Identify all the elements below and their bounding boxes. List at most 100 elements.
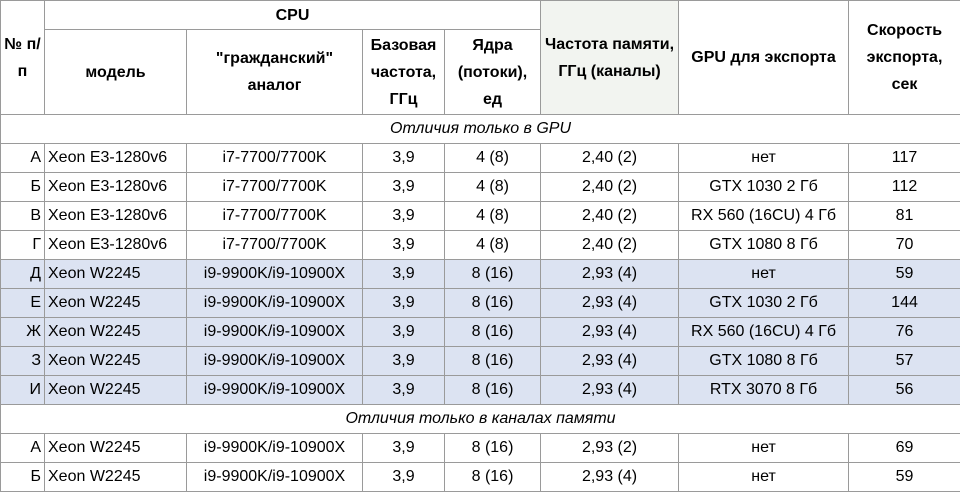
cell: 8 (16) xyxy=(445,260,541,289)
cell: 3,9 xyxy=(363,434,445,463)
cell: Xeon W2245 xyxy=(45,463,187,492)
cell: i9-9900K/i9-10900X xyxy=(187,376,363,405)
cell: 3,9 xyxy=(363,289,445,318)
cell: 8 (16) xyxy=(445,347,541,376)
cell: 2,93 (4) xyxy=(541,289,679,318)
cell: 4 (8) xyxy=(445,202,541,231)
cell: 70 xyxy=(849,231,960,260)
cell: 2,93 (2) xyxy=(541,434,679,463)
section-row: Отличия только в GPU xyxy=(1,115,960,144)
cell: 3,9 xyxy=(363,318,445,347)
cell: Xeon E3-1280v6 xyxy=(45,144,187,173)
cell: GTX 1080 8 Гб xyxy=(679,347,849,376)
cell: RTX 3070 8 Гб xyxy=(679,376,849,405)
cell: i7-7700/7700K xyxy=(187,144,363,173)
header-cell: CPU xyxy=(45,1,541,30)
header-cell: Ядра (потоки), ед xyxy=(445,30,541,115)
cell: i7-7700/7700K xyxy=(187,231,363,260)
cell: Xeon E3-1280v6 xyxy=(45,173,187,202)
cell: 112 xyxy=(849,173,960,202)
cell: 69 xyxy=(849,434,960,463)
header-cell: Скорость экспорта, сек xyxy=(849,1,960,115)
cell: Xeon W2245 xyxy=(45,289,187,318)
cell: 2,93 (4) xyxy=(541,260,679,289)
cell: 8 (16) xyxy=(445,318,541,347)
cell: нет xyxy=(679,434,849,463)
cell: Б xyxy=(1,173,45,202)
cell: i9-9900K/i9-10900X xyxy=(187,289,363,318)
cell: i9-9900K/i9-10900X xyxy=(187,347,363,376)
cell: GTX 1030 2 Гб xyxy=(679,173,849,202)
cell: Г xyxy=(1,231,45,260)
cell: 2,93 (4) xyxy=(541,347,679,376)
section-row: Отличия только в каналах памяти xyxy=(1,405,960,434)
cell: 3,9 xyxy=(363,144,445,173)
cell: RX 560 (16CU) 4 Гб xyxy=(679,318,849,347)
cell: i9-9900K/i9-10900X xyxy=(187,260,363,289)
cell: 4 (8) xyxy=(445,231,541,260)
cell: 76 xyxy=(849,318,960,347)
cell: i9-9900K/i9-10900X xyxy=(187,318,363,347)
cell: 2,40 (2) xyxy=(541,144,679,173)
cell: i9-9900K/i9-10900X xyxy=(187,434,363,463)
section-title: Отличия только в GPU xyxy=(1,115,960,144)
cell: i7-7700/7700K xyxy=(187,202,363,231)
cell: Xeon W2245 xyxy=(45,434,187,463)
cell: Д xyxy=(1,260,45,289)
cell: 2,93 (4) xyxy=(541,463,679,492)
cell: 2,40 (2) xyxy=(541,202,679,231)
cell: 8 (16) xyxy=(445,289,541,318)
cell: 8 (16) xyxy=(445,463,541,492)
cell: З xyxy=(1,347,45,376)
cell: i9-9900K/i9-10900X xyxy=(187,463,363,492)
cell: 59 xyxy=(849,260,960,289)
cell: Xeon W2245 xyxy=(45,318,187,347)
cell: нет xyxy=(679,260,849,289)
cell: И xyxy=(1,376,45,405)
cell: i7-7700/7700K xyxy=(187,173,363,202)
cell: 3,9 xyxy=(363,231,445,260)
cell: 3,9 xyxy=(363,173,445,202)
cell: Е xyxy=(1,289,45,318)
cell: Xeon W2245 xyxy=(45,260,187,289)
cell: 2,40 (2) xyxy=(541,173,679,202)
cell: В xyxy=(1,202,45,231)
header-row: № п/п CPU Частота памяти, ГГц (каналы) G… xyxy=(1,1,960,30)
header-cell: модель xyxy=(45,30,187,115)
cell: 117 xyxy=(849,144,960,173)
cell: GTX 1030 2 Гб xyxy=(679,289,849,318)
header-cell: Частота памяти, ГГц (каналы) xyxy=(541,1,679,115)
cell: 3,9 xyxy=(363,260,445,289)
cell: 4 (8) xyxy=(445,144,541,173)
cell: Xeon W2245 xyxy=(45,376,187,405)
cell: 81 xyxy=(849,202,960,231)
cell: 8 (16) xyxy=(445,434,541,463)
cell: GTX 1080 8 Гб xyxy=(679,231,849,260)
section-title: Отличия только в каналах памяти xyxy=(1,405,960,434)
cell: 2,40 (2) xyxy=(541,231,679,260)
cell: 57 xyxy=(849,347,960,376)
cell: нет xyxy=(679,463,849,492)
cell: 144 xyxy=(849,289,960,318)
cell: Ж xyxy=(1,318,45,347)
cell: 3,9 xyxy=(363,202,445,231)
cell: 59 xyxy=(849,463,960,492)
cell: 2,93 (4) xyxy=(541,376,679,405)
cell: 2,93 (4) xyxy=(541,318,679,347)
cell: А xyxy=(1,434,45,463)
cell: RX 560 (16CU) 4 Гб xyxy=(679,202,849,231)
cell: 8 (16) xyxy=(445,376,541,405)
cell: 56 xyxy=(849,376,960,405)
header-cell: Базовая частота, ГГц xyxy=(363,30,445,115)
